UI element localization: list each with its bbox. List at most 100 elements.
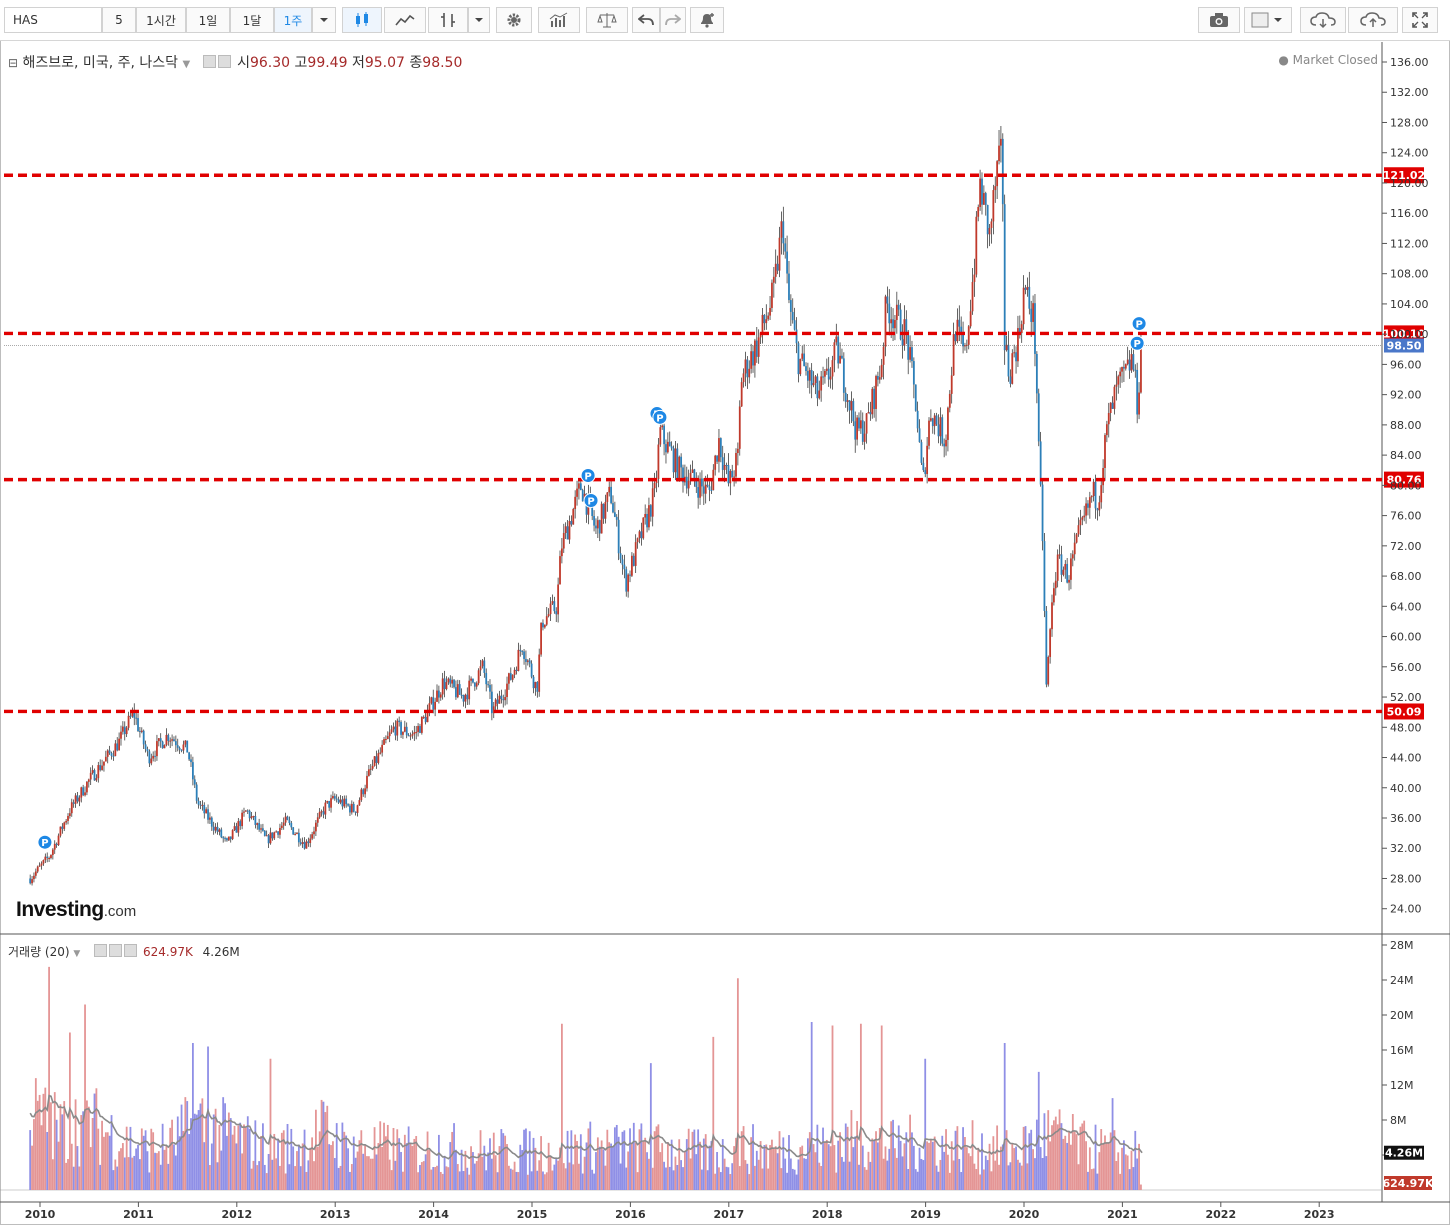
candle-body [176, 745, 179, 748]
candle-body [979, 178, 981, 208]
volume-bar [820, 1165, 823, 1190]
legend-settings-icons[interactable] [202, 55, 233, 71]
symbol-input[interactable]: HAS [4, 7, 102, 33]
volume-bar [103, 1136, 105, 1190]
volume-bar [517, 1172, 520, 1190]
support-resistance-levels[interactable]: 121.02 100.10 80.76 50.09 [4, 167, 1426, 720]
volume-bar [683, 1151, 686, 1190]
candle-body [973, 274, 976, 282]
candlestick-type-button[interactable] [342, 7, 382, 33]
volume-bar [188, 1134, 191, 1190]
save-chart-button[interactable] [1348, 7, 1398, 33]
candle-body [350, 803, 353, 813]
redo-icon [665, 14, 681, 26]
chevron-down-icon[interactable]: ▼ [182, 59, 191, 70]
candle-body [63, 822, 66, 829]
candle-body [837, 336, 840, 364]
candle-body [207, 809, 209, 820]
candle-body [774, 263, 777, 277]
bar-type-button[interactable] [428, 7, 468, 33]
volume-bar [789, 1158, 792, 1190]
candle-body [827, 368, 830, 380]
volume-bar [685, 1139, 688, 1190]
candle-body [44, 856, 47, 861]
level-label-box [1384, 167, 1424, 184]
volume-bar [829, 1146, 832, 1190]
interval-1day-button[interactable]: 1일 [186, 7, 230, 33]
level-label: 80.76 [1387, 474, 1422, 487]
interval-dropdown-button[interactable] [312, 7, 336, 33]
interval-1hour-button[interactable]: 1시간 [136, 7, 186, 33]
volume-bar [555, 1157, 558, 1190]
candle-body [950, 375, 953, 394]
volume-bar [415, 1136, 418, 1190]
volume-bar [767, 1168, 770, 1190]
candle-body [369, 768, 372, 770]
chevron-down-icon[interactable]: ▼ [73, 949, 81, 959]
candle-body [74, 795, 77, 804]
dividend-markers[interactable]: PPPPPPP [37, 316, 1147, 850]
volume-bar [977, 1147, 980, 1190]
candle-body [161, 741, 164, 749]
screenshot-button[interactable] [1198, 7, 1240, 33]
candle-body [880, 364, 883, 378]
volume-bar [844, 1123, 847, 1190]
interval-1month-button[interactable]: 1달 [230, 7, 274, 33]
redo-button[interactable] [660, 7, 686, 33]
volume-bar [352, 1136, 355, 1190]
candle-body [33, 875, 35, 880]
load-chart-button[interactable] [1300, 7, 1346, 33]
volume-bar [244, 1127, 247, 1190]
volume-bar [596, 1137, 599, 1190]
open-label: 시 [237, 55, 250, 71]
candle-body [229, 836, 232, 840]
chart-type-dropdown-button[interactable] [468, 7, 490, 33]
undo-button[interactable] [632, 7, 660, 33]
candle-body [169, 740, 172, 742]
volume-settings-icons[interactable] [94, 944, 139, 959]
interval-1week-button[interactable]: 1주 [274, 7, 312, 33]
interval-5min-button[interactable]: 5 [102, 7, 136, 33]
candle-body [710, 489, 713, 491]
volume-bar [33, 1119, 35, 1190]
candle-body [795, 329, 798, 344]
candle-body [761, 314, 764, 333]
candle-body [1030, 308, 1033, 322]
compare-button[interactable] [586, 7, 628, 33]
add-alert-button[interactable] [690, 7, 724, 33]
color-picker-button[interactable] [1244, 7, 1292, 33]
price-tick-label: 24.00 [1390, 903, 1422, 916]
candle-body [328, 800, 331, 808]
indicators-button[interactable] [538, 7, 580, 33]
candle-body [627, 574, 630, 592]
candle-body [998, 145, 1000, 162]
settings-button[interactable] [496, 7, 532, 33]
ohlc-bar-icon [441, 13, 455, 27]
price-tick-label: 104.00 [1390, 298, 1429, 311]
candle-body [347, 804, 349, 806]
candle-body [699, 478, 701, 498]
candle-body [489, 684, 491, 692]
candle-body [434, 701, 437, 710]
volume-bar [477, 1153, 480, 1190]
volume-bar [154, 1152, 156, 1190]
volume-bar [307, 1160, 310, 1190]
price-tick-label: 28.00 [1390, 872, 1422, 885]
candle-body [670, 446, 673, 449]
candle-body [303, 842, 306, 849]
volume-bar [593, 1173, 595, 1190]
volume-bar [146, 1151, 149, 1190]
dividend-marker-letter: P [587, 496, 594, 507]
candle-body [574, 496, 577, 510]
candle-body [180, 749, 183, 751]
volume-bar [733, 1146, 735, 1190]
collapse-legend-icon[interactable]: ⊟ [8, 56, 19, 70]
low-value: 95.07 [364, 55, 405, 71]
volume-bar [269, 1058, 272, 1190]
volume-bar [761, 1168, 764, 1190]
candle-body [290, 823, 293, 828]
volume-bar [142, 1135, 145, 1190]
line-type-button[interactable] [384, 7, 426, 33]
fullscreen-button[interactable] [1402, 7, 1438, 33]
